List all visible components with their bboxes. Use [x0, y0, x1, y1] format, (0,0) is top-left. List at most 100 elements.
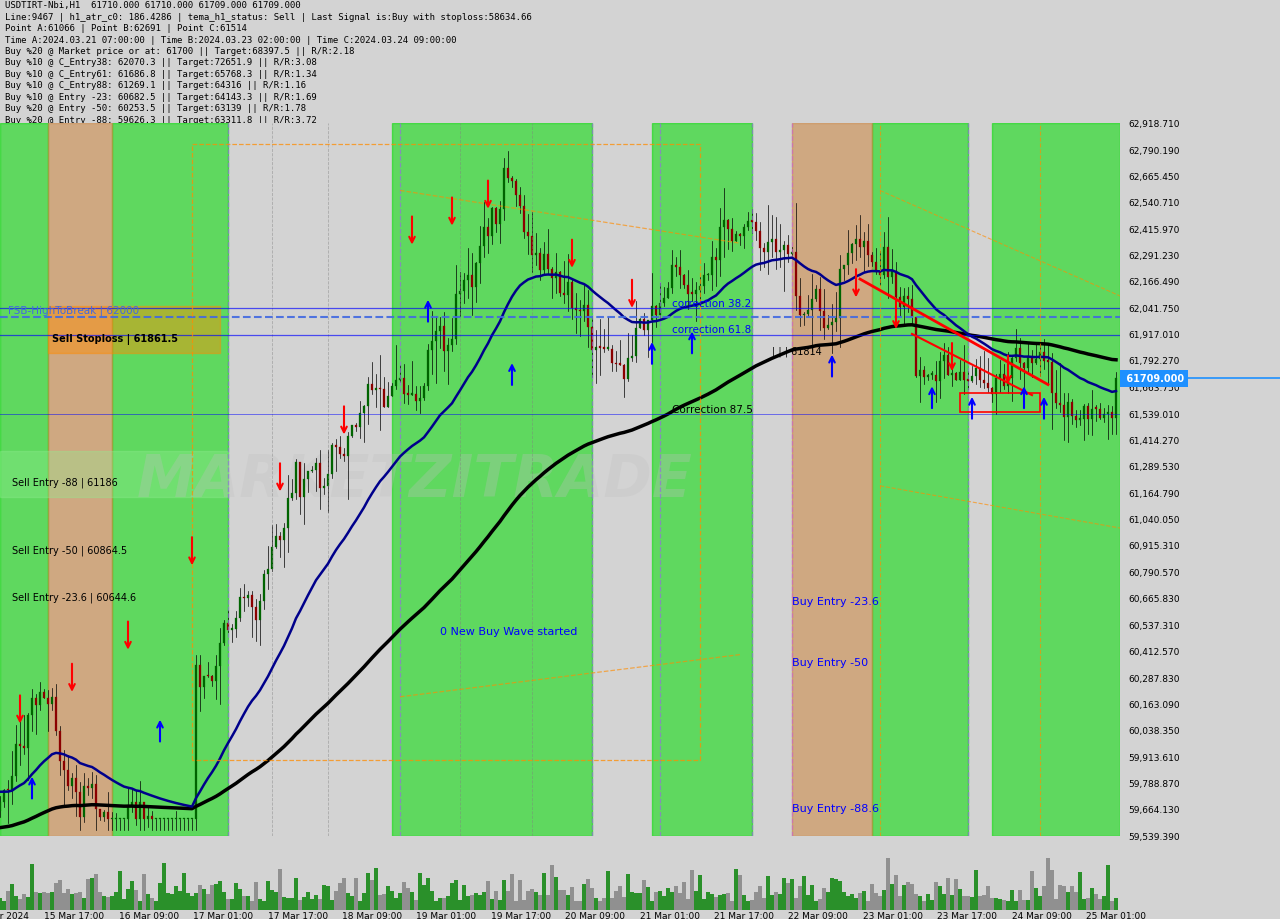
Bar [483, 891, 485, 910]
Bar [663, 299, 666, 304]
Text: 59,664.130: 59,664.130 [1128, 806, 1179, 814]
Bar [547, 255, 549, 270]
Bar [703, 276, 705, 287]
Bar [127, 805, 129, 820]
Bar [950, 895, 954, 910]
Text: Sell Entry -23.6 | 60644.6: Sell Entry -23.6 | 60644.6 [12, 592, 136, 602]
Text: 61,040.050: 61,040.050 [1128, 516, 1179, 525]
Bar [731, 902, 733, 910]
Bar [550, 865, 554, 910]
Bar [526, 891, 530, 910]
Bar [1027, 357, 1029, 369]
Bar [631, 357, 634, 359]
Bar [951, 374, 954, 376]
Bar [539, 254, 541, 271]
Bar [215, 665, 218, 681]
Bar [655, 307, 657, 316]
Bar [731, 230, 733, 242]
Bar [262, 901, 266, 910]
Bar [847, 255, 849, 266]
Bar [503, 169, 506, 210]
Bar [563, 294, 566, 296]
Bar [315, 895, 317, 910]
Bar [1111, 413, 1114, 419]
Bar [919, 896, 922, 910]
Bar [315, 463, 317, 471]
Text: correction 61.8: correction 61.8 [672, 324, 751, 335]
Text: 61,663.750: 61,663.750 [1128, 384, 1180, 393]
Bar [435, 332, 438, 342]
Bar [147, 816, 150, 820]
Bar [183, 818, 186, 820]
Bar [695, 290, 698, 295]
Bar [699, 287, 701, 290]
Bar [294, 878, 297, 910]
Bar [179, 818, 182, 820]
Bar [746, 901, 750, 910]
Bar [1106, 865, 1110, 910]
Bar [255, 607, 257, 620]
Bar [230, 900, 233, 910]
Bar [755, 222, 758, 232]
Bar [219, 880, 221, 910]
Bar [255, 882, 257, 910]
Bar [323, 486, 325, 489]
Text: 62,665.450: 62,665.450 [1128, 173, 1179, 182]
Bar [659, 304, 662, 316]
Bar [443, 327, 445, 352]
Bar [571, 887, 573, 910]
Bar [823, 312, 826, 329]
Bar [411, 891, 413, 910]
Bar [543, 873, 545, 910]
Bar [234, 883, 238, 910]
Bar [99, 892, 101, 910]
Bar [611, 898, 613, 910]
Bar [1115, 379, 1117, 419]
Bar [287, 898, 289, 910]
Text: 59,913.610: 59,913.610 [1128, 753, 1180, 762]
Bar [895, 272, 897, 298]
Bar [366, 873, 370, 910]
Bar [991, 898, 993, 910]
Bar [1039, 353, 1041, 359]
Bar [422, 885, 425, 910]
Bar [334, 891, 338, 910]
Bar [970, 897, 974, 910]
Bar [155, 902, 157, 910]
Bar [562, 890, 566, 910]
Bar [123, 899, 125, 910]
Bar [486, 228, 489, 236]
Bar [242, 896, 246, 910]
Bar [51, 698, 54, 705]
Bar [479, 246, 481, 264]
Bar [467, 276, 470, 281]
Bar [319, 899, 321, 910]
Bar [1087, 898, 1089, 910]
Bar [490, 209, 493, 236]
Bar [774, 239, 777, 253]
Bar [394, 898, 398, 910]
Bar [134, 891, 138, 910]
Bar [603, 899, 605, 910]
Bar [502, 879, 506, 910]
Bar [979, 369, 982, 380]
Bar [599, 902, 602, 910]
Bar [54, 883, 58, 910]
Bar [362, 406, 365, 414]
Bar [515, 901, 517, 910]
Bar [243, 596, 246, 598]
Bar [870, 884, 874, 910]
Bar [262, 574, 265, 601]
Bar [355, 425, 357, 427]
Bar [495, 209, 497, 224]
Bar [927, 894, 929, 910]
Bar [778, 894, 782, 910]
Bar [238, 890, 242, 910]
Bar [163, 818, 165, 820]
Bar [38, 692, 41, 705]
Text: MARKETZITRADE: MARKETZITRADE [137, 452, 692, 508]
Bar [635, 328, 637, 357]
Bar [742, 228, 745, 237]
Bar [646, 888, 650, 910]
Bar [10, 776, 13, 790]
